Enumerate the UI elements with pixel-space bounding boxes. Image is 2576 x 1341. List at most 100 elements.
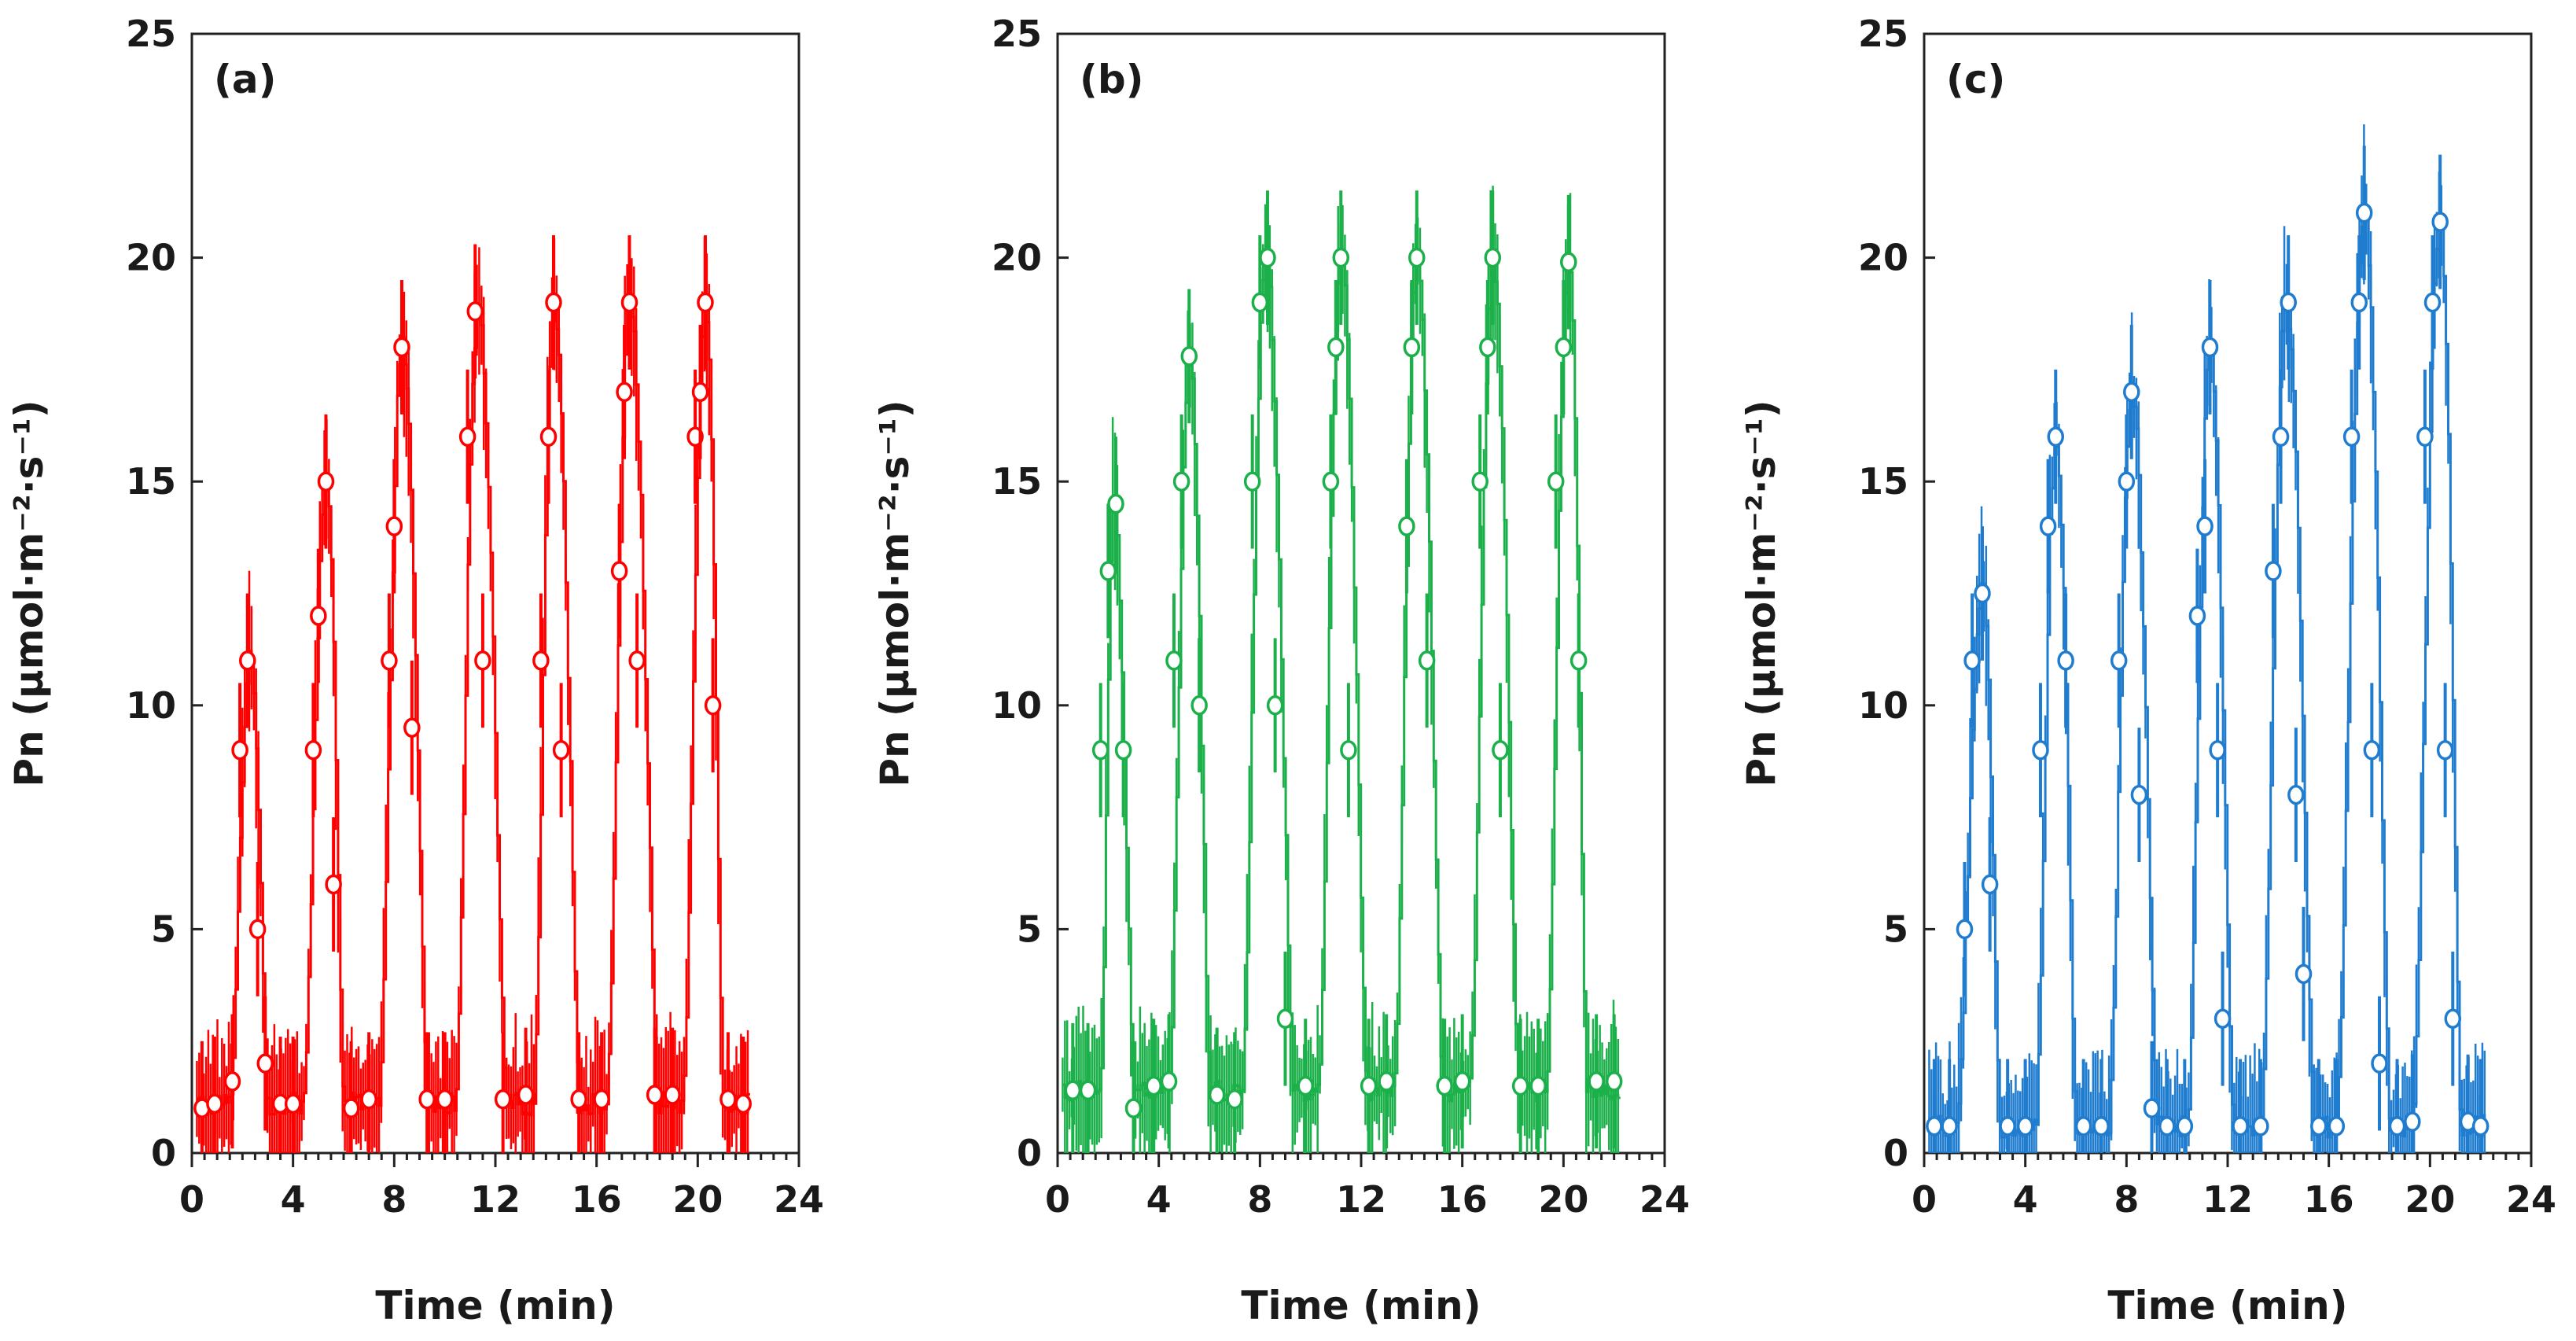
data-point <box>206 1093 223 1114</box>
data-point <box>1243 471 1261 492</box>
x-tick-label: 0 <box>1912 1178 1937 1221</box>
data-point <box>1099 561 1117 581</box>
data-point <box>2252 1116 2269 1137</box>
data-point <box>2423 292 2442 313</box>
data-point <box>2016 1116 2034 1137</box>
data-point <box>1340 739 1357 761</box>
data-point <box>646 1085 664 1105</box>
data-point <box>1145 1075 1162 1096</box>
data-point <box>403 717 421 739</box>
data-point <box>1107 493 1124 514</box>
data-point <box>691 381 709 403</box>
data-point <box>381 650 398 671</box>
x-tick-label: 8 <box>2114 1178 2139 1221</box>
data-point <box>1471 471 1489 492</box>
data-point <box>1180 346 1198 367</box>
x-axis-title: Time (min) <box>1241 1283 1481 1328</box>
data-point <box>304 739 322 761</box>
data-point <box>1322 471 1340 492</box>
x-tick-label: 8 <box>1247 1178 1272 1221</box>
data-point <box>2118 471 2136 492</box>
data-point <box>545 292 562 313</box>
x-tick-label: 8 <box>381 1178 407 1221</box>
data-point <box>2287 784 2305 805</box>
data-point <box>231 739 248 761</box>
series-line <box>1062 248 1621 1103</box>
data-point <box>628 650 646 671</box>
data-point <box>393 337 410 358</box>
data-point <box>2342 426 2361 448</box>
data-point <box>1974 583 1991 604</box>
data-point <box>552 739 570 761</box>
data-point <box>1160 1071 1178 1092</box>
y-tick-label: 0 <box>1883 1132 1908 1174</box>
data-point <box>2328 1116 2346 1137</box>
y-tick-label: 0 <box>151 1132 176 1174</box>
data-point <box>466 301 484 322</box>
data-point <box>1172 471 1190 492</box>
x-tick-label: 4 <box>1146 1178 1172 1221</box>
data-point <box>360 1089 377 1110</box>
x-axis-title: Time (min) <box>375 1283 615 1328</box>
data-point <box>1064 1080 1082 1101</box>
x-tick-label: 24 <box>1639 1178 1690 1221</box>
data-point <box>2039 516 2057 536</box>
data-point <box>1378 1071 1395 1092</box>
data-point <box>458 426 477 448</box>
data-point <box>2209 739 2226 761</box>
y-tick-label: 15 <box>992 460 1042 503</box>
data-point <box>719 1089 737 1110</box>
x-tick-label: 20 <box>1538 1178 1588 1221</box>
data-point <box>1956 919 1974 940</box>
data-point <box>1605 1071 1623 1092</box>
data-point <box>1165 650 1183 671</box>
data-point <box>317 471 335 492</box>
y-tick-label: 5 <box>1017 908 1042 950</box>
data-point <box>2371 1053 2388 1074</box>
data-point <box>2057 650 2074 671</box>
data-point <box>1332 247 1350 268</box>
data-point <box>2436 739 2454 761</box>
x-tick-label: 0 <box>1045 1178 1070 1221</box>
data-point <box>1999 1116 2016 1137</box>
data-point <box>1091 739 1110 761</box>
data-point <box>734 1093 752 1114</box>
error-bars <box>1928 124 2486 1153</box>
data-point <box>1436 1075 1453 1096</box>
y-axis-title: Pn (μmol·m⁻²·s⁻¹) <box>6 400 52 787</box>
data-point <box>418 1089 436 1110</box>
data-point <box>256 1053 274 1074</box>
data-point <box>436 1089 454 1110</box>
data-point <box>2350 292 2368 313</box>
data-point <box>1266 695 1284 716</box>
data-point <box>1555 337 1573 358</box>
data-point <box>239 650 256 671</box>
data-point <box>2272 426 2290 448</box>
data-point <box>1398 516 1415 536</box>
data-point <box>1208 1085 1226 1105</box>
data-point <box>1492 739 1509 761</box>
data-point <box>2232 1116 2249 1137</box>
error-bars <box>196 237 749 1153</box>
data-point <box>1529 1075 1547 1096</box>
data-point <box>664 1085 681 1105</box>
data-point <box>2032 739 2049 761</box>
x-tick-label: 12 <box>2202 1178 2253 1221</box>
data-point <box>342 1098 360 1118</box>
y-tick-label: 5 <box>151 908 176 950</box>
data-point <box>248 919 267 940</box>
y-tick-label: 15 <box>1858 460 1908 503</box>
panel-label: (b) <box>1080 57 1144 102</box>
panel-label: (c) <box>1946 57 2005 102</box>
data-point <box>1560 252 1577 273</box>
data-point <box>1251 292 1269 313</box>
data-point <box>620 292 638 313</box>
x-axis-title: Time (min) <box>2107 1283 2347 1328</box>
data-point <box>1981 874 1999 895</box>
x-tick-label: 12 <box>1336 1178 1386 1221</box>
y-tick-label: 5 <box>1883 908 1908 950</box>
data-point <box>1403 337 1421 358</box>
data-point <box>697 292 714 313</box>
data-point <box>517 1085 535 1105</box>
data-point <box>1484 247 1502 268</box>
